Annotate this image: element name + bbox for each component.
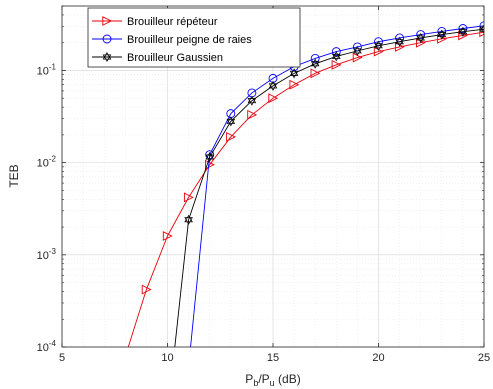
hexagram-down: [479, 26, 484, 35]
data-point: [310, 53, 320, 63]
data-point: [374, 40, 383, 51]
y-tick-label: 10-1: [37, 62, 57, 77]
hexagram-up: [247, 95, 257, 104]
data-point: [247, 109, 258, 120]
data-point: [479, 24, 484, 35]
data-point: [458, 30, 469, 41]
data-point: [102, 34, 112, 44]
y-axis-label: TEB: [7, 164, 21, 187]
data-point: [102, 51, 112, 63]
data-point: [183, 192, 194, 203]
series-layer: [127, 21, 484, 347]
data-point: [184, 214, 193, 225]
hexagram-down: [416, 35, 426, 43]
hexagram-up: [416, 32, 426, 41]
x-tick-label: 15: [267, 352, 279, 364]
hexagram-down: [331, 53, 341, 62]
data-point: [331, 59, 342, 70]
hexagram-up: [289, 68, 299, 76]
data-point: [162, 231, 173, 241]
data-point: [310, 68, 321, 79]
hexagram-down: [458, 29, 468, 37]
hexagram-up: [102, 51, 112, 60]
hexagram-up: [310, 58, 320, 67]
hexagram-up: [205, 152, 215, 160]
legend-entries: Brouilleur répéteur Brouilleur peigne de …: [92, 16, 252, 64]
hexagram-up: [331, 51, 341, 59]
hexagram-up: [184, 214, 193, 223]
x-axis-label: Pb/Pu (dB): [245, 372, 300, 388]
legend: Brouilleur répéteur Brouilleur peigne de …: [87, 7, 301, 68]
hexagram-down: [310, 61, 320, 69]
legend-entry: Brouilleur répéteur: [92, 16, 218, 28]
hexagram-up: [437, 29, 447, 38]
hexagram-down: [437, 32, 447, 40]
hexagram-up: [268, 80, 278, 89]
data-point: [458, 24, 468, 33]
hexagram-up: [395, 36, 404, 45]
data-point: [289, 68, 299, 79]
data-point: [310, 58, 320, 69]
x-tick-label: 25: [478, 352, 490, 364]
data-point: [416, 32, 426, 43]
data-point: [205, 159, 215, 170]
hexagram-down: [289, 70, 299, 79]
data-point: [394, 41, 405, 52]
data-point: [268, 80, 278, 91]
data-point: [226, 131, 237, 142]
data-point: [437, 29, 447, 40]
legend-entry: Brouilleur Gaussien: [92, 51, 223, 64]
data-point: [437, 26, 447, 36]
x-tick-label: 10: [161, 352, 173, 364]
data-point: [479, 27, 484, 38]
tick-labels: 5 10 15 20 25 10-1 10-2 10-3 10-4: [37, 62, 491, 364]
data-point: [141, 284, 152, 295]
series-line: [174, 28, 484, 347]
legend-label: Brouilleur Gaussien: [127, 52, 223, 64]
data-point: [289, 79, 300, 90]
data-point: [247, 95, 257, 106]
legend-box: [87, 7, 301, 68]
legend-label: Brouilleur répéteur: [127, 16, 218, 28]
y-tick-label: 10-2: [37, 155, 57, 170]
hexagram-down: [374, 43, 383, 51]
x-tick-label: 20: [372, 352, 384, 364]
hexagram-down: [268, 83, 278, 91]
hexagram-down: [247, 98, 257, 106]
data-point: [331, 51, 341, 62]
legend-label: Brouilleur peigne de raies: [127, 34, 252, 46]
hexagram-down: [184, 217, 193, 225]
data-point: [416, 37, 426, 48]
data-point: [268, 93, 279, 104]
data-point: [395, 36, 404, 47]
hexagram-up: [479, 24, 484, 32]
hexagram-up: [374, 40, 383, 49]
data-point: [479, 21, 484, 31]
hexagram-down: [226, 118, 236, 127]
y-tick-label: 10-4: [37, 339, 57, 354]
data-point: [226, 116, 236, 127]
hexagram-down: [102, 54, 112, 63]
data-point: [416, 30, 426, 40]
x-tick-label: 5: [59, 352, 65, 364]
data-point: [205, 152, 215, 163]
hexagram-down: [395, 39, 404, 47]
hexagram-down: [353, 48, 362, 56]
hexagram-up: [458, 26, 468, 35]
legend-entry: Brouilleur peigne de raies: [92, 34, 252, 46]
series-1: [127, 27, 484, 347]
data-point: [331, 47, 341, 57]
hexagram-down: [205, 154, 215, 163]
series-3: [174, 24, 484, 347]
hexagram-up: [353, 45, 362, 54]
data-point: [102, 16, 113, 26]
y-tick-label: 10-3: [37, 247, 57, 262]
hexagram-up: [226, 116, 236, 124]
data-point: [353, 45, 362, 56]
data-point: [458, 26, 468, 37]
